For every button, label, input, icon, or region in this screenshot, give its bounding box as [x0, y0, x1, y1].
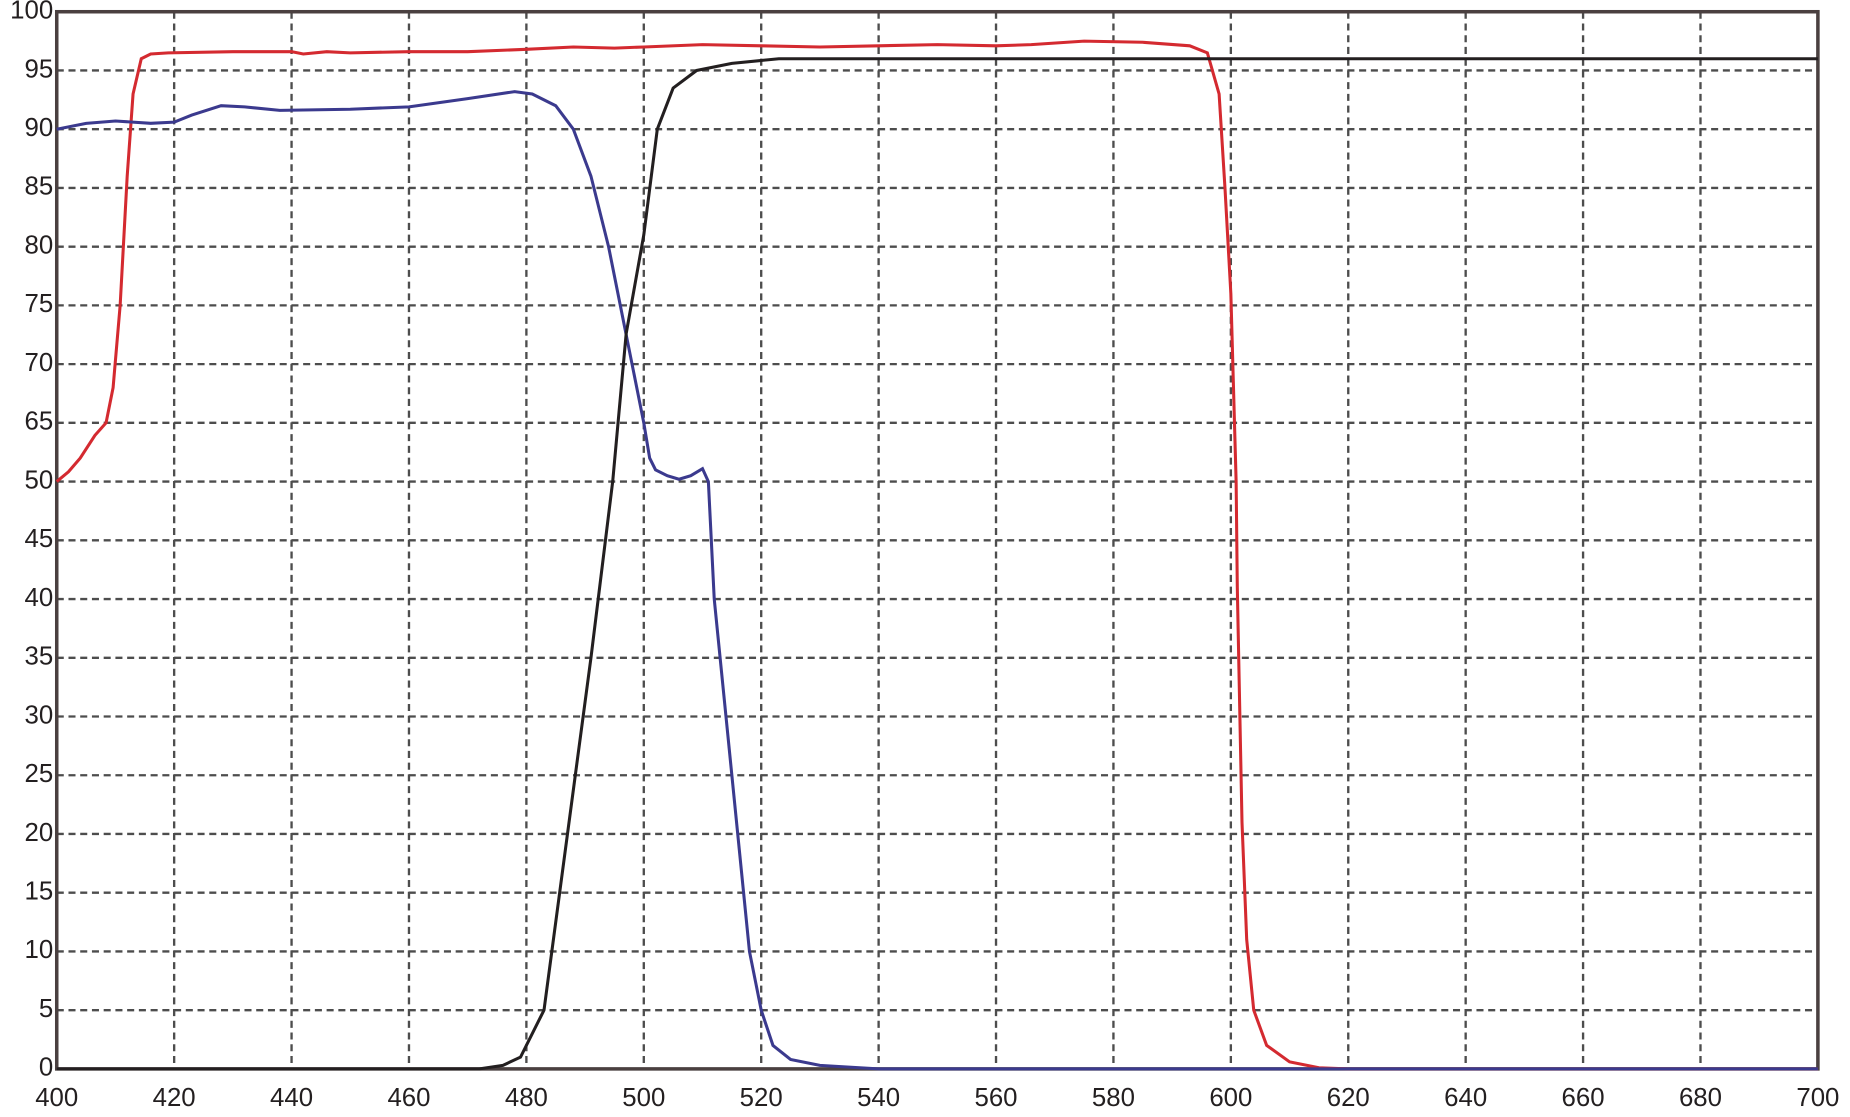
x-tick-label: 700	[1796, 1084, 1839, 1112]
y-tick-label: 10	[25, 936, 54, 964]
y-tick-label: 80	[25, 231, 54, 259]
x-tick-label: 540	[857, 1084, 900, 1112]
x-tick-label: 440	[270, 1084, 313, 1112]
x-tick-label: 580	[1092, 1084, 1135, 1112]
x-tick-label: 660	[1562, 1084, 1605, 1112]
y-tick-label: 0	[39, 1054, 53, 1082]
x-tick-label: 500	[622, 1084, 665, 1112]
series-line	[56, 57, 1818, 1071]
y-tick-label: 20	[25, 819, 54, 847]
y-tick-label: 90	[25, 114, 54, 142]
y-tick-label: 85	[25, 173, 54, 201]
y-tick-label: 40	[25, 584, 54, 612]
y-tick-label: 5	[39, 995, 53, 1023]
y-tick-label: 15	[25, 878, 54, 906]
x-tick-label: 420	[153, 1084, 196, 1112]
x-tick-label: 680	[1679, 1084, 1722, 1112]
y-tick-label: 25	[25, 760, 54, 788]
x-tick-label: 480	[505, 1084, 548, 1112]
y-tick-label: 70	[25, 349, 54, 377]
y-tick-label: 75	[25, 290, 54, 318]
x-tick-label: 600	[1209, 1084, 1252, 1112]
series-line	[55, 39, 1818, 1071]
y-tick-label: 100	[10, 0, 53, 25]
x-tick-label: 620	[1327, 1084, 1370, 1112]
y-tick-label: 45	[25, 525, 54, 553]
x-tick-label: 400	[35, 1084, 78, 1112]
y-tick-label: 95	[25, 55, 54, 83]
y-tick-label: 30	[25, 701, 54, 729]
y-tick-label: 35	[25, 643, 54, 671]
series-line	[56, 90, 1818, 1071]
x-tick-label: 560	[975, 1084, 1018, 1112]
x-tick-label: 520	[740, 1084, 783, 1112]
y-tick-label: 50	[25, 466, 54, 494]
y-tick-label: 65	[25, 408, 54, 436]
x-tick-label: 640	[1444, 1084, 1487, 1112]
x-tick-label: 460	[387, 1084, 430, 1112]
